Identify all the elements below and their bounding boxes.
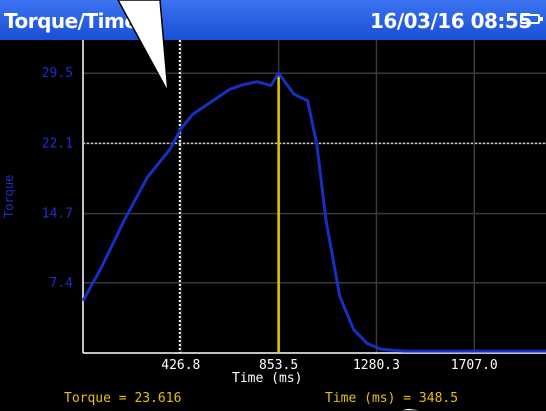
torque-readout: Torque = 23.616 <box>64 391 182 406</box>
torque-series-line <box>81 71 546 353</box>
tick-labels: 426.8 853.5 1280.3 1707.0 7.4 14.7 22.1 29.5 <box>42 66 498 373</box>
callout-pointer-bottom <box>395 407 431 411</box>
y-tick-label-2: 22.1 <box>42 136 73 151</box>
x-tick-label-3: 1707.0 <box>451 358 498 373</box>
title-bar: Torque/Time 16/03/16 08:55 <box>0 0 546 40</box>
callout-pointer-top <box>117 0 169 93</box>
y-tick-label-3: 29.5 <box>42 66 73 81</box>
y-tick-label-0: 7.4 <box>50 276 74 291</box>
battery-icon <box>520 14 543 24</box>
datetime: 16/03/16 08:55 <box>370 9 532 33</box>
x-tick-label-0: 426.8 <box>161 358 200 373</box>
y-axis-label: Torque <box>2 174 16 218</box>
x-axis-label: Time (ms) <box>232 371 303 386</box>
grid <box>83 40 546 353</box>
x-tick-label-2: 1280.3 <box>353 358 400 373</box>
time-readout: Time (ms) = 348.5 <box>325 391 459 406</box>
window-title: Torque/Time <box>4 9 138 33</box>
axes <box>82 40 546 354</box>
x-tick-label-1: 853.5 <box>259 358 298 373</box>
y-tick-label-1: 14.7 <box>42 207 73 222</box>
